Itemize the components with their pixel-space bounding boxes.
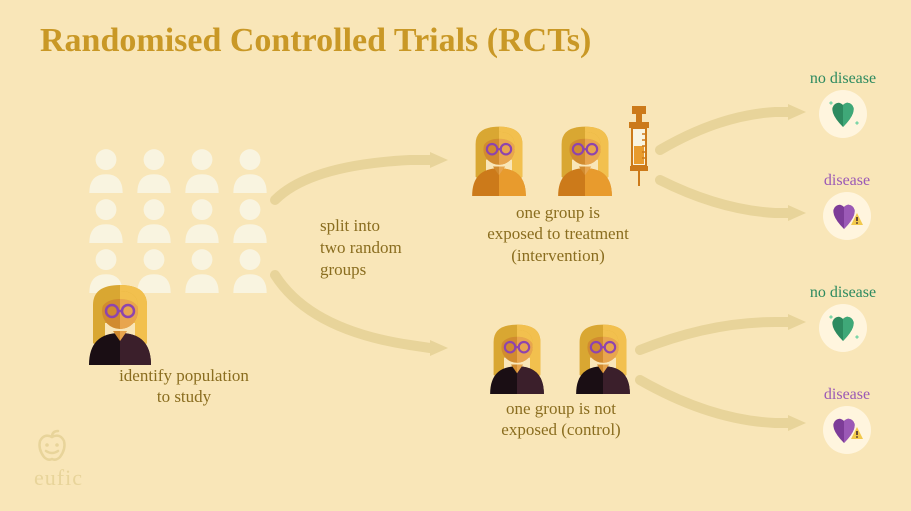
population-grid	[85, 145, 271, 293]
split-label: split into two random groups	[320, 215, 402, 281]
silhouette-icon	[85, 195, 127, 243]
outcome-label: no disease	[808, 70, 878, 88]
silhouette-icon	[85, 145, 127, 193]
silhouette-icon	[133, 145, 175, 193]
silhouette-icon	[133, 195, 175, 243]
outcome-label: disease	[812, 172, 882, 190]
page-title: Randomised Controlled Trials (RCTs)	[40, 22, 591, 60]
silhouette-icon	[229, 195, 271, 243]
population-person	[75, 275, 165, 370]
outcome-label: disease	[812, 386, 882, 404]
person-icon	[460, 116, 538, 198]
logo-text: eufic	[34, 465, 83, 491]
silhouette-icon	[229, 245, 271, 293]
intervention-label: one group is exposed to treatment (inter…	[458, 202, 658, 266]
person-icon	[478, 314, 556, 396]
silhouette-icon	[181, 145, 223, 193]
control-label: one group is not exposed (control)	[466, 398, 656, 441]
outcome-disease: disease	[812, 386, 882, 454]
outcome-disease: disease	[812, 172, 882, 240]
outcome-no-disease: no disease	[808, 70, 878, 138]
population-label: identify population to study	[104, 365, 264, 408]
control-group	[478, 314, 642, 396]
syringe-icon	[626, 106, 652, 186]
outcome-no-disease: no disease	[808, 284, 878, 352]
intervention-group	[460, 116, 624, 198]
person-icon	[564, 314, 642, 396]
silhouette-icon	[181, 195, 223, 243]
heart-disease-icon	[829, 199, 865, 233]
person-icon	[546, 116, 624, 198]
outcome-label: no disease	[808, 284, 878, 302]
eufic-logo: eufic	[34, 427, 83, 491]
heart-healthy-icon	[826, 97, 860, 131]
heart-healthy-icon	[826, 311, 860, 345]
heart-disease-icon	[829, 413, 865, 447]
apple-face-icon	[34, 427, 70, 463]
silhouette-icon	[181, 245, 223, 293]
silhouette-icon	[229, 145, 271, 193]
